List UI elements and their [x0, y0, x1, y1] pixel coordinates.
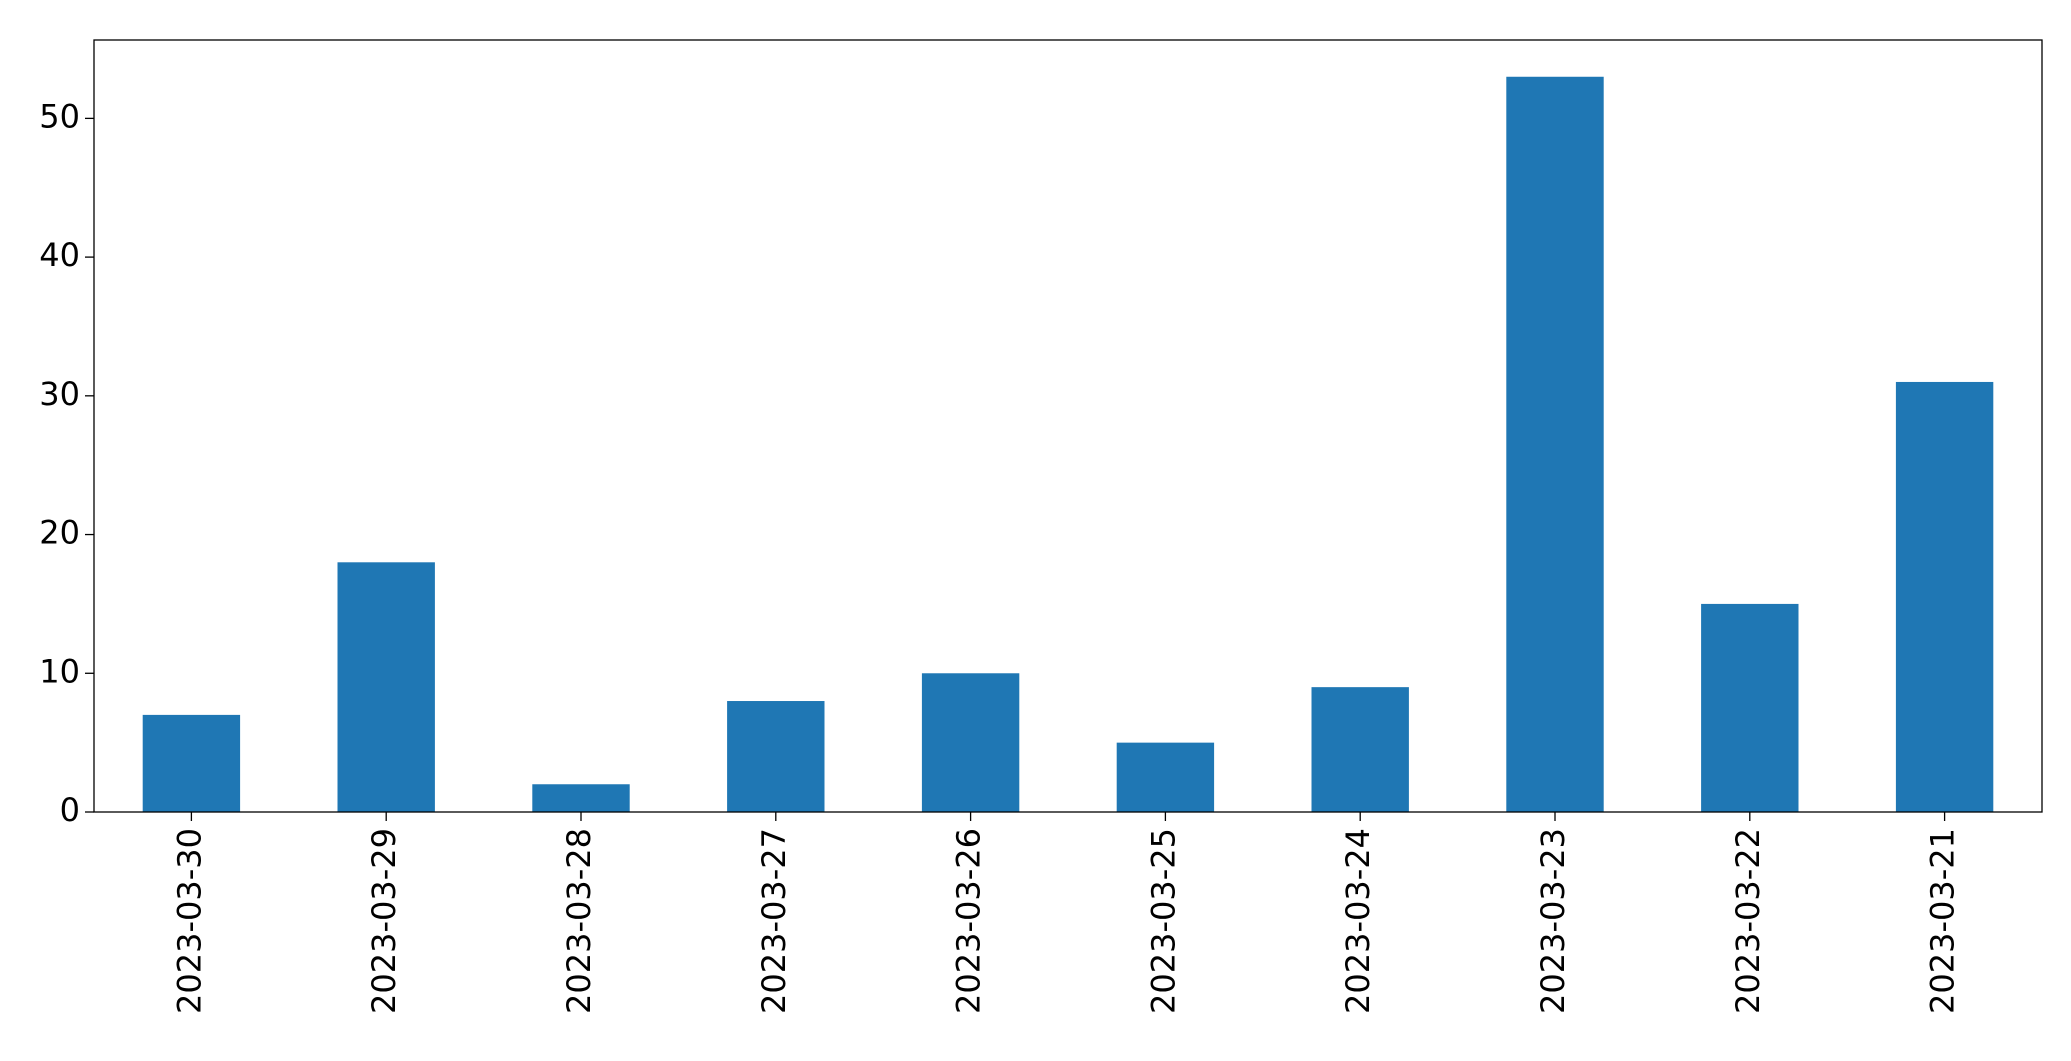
bar [727, 701, 825, 812]
bar [1701, 603, 1799, 812]
x-tick-label: 2023-03-27 [755, 828, 793, 1014]
x-tick-label: 2023-03-23 [1534, 828, 1572, 1014]
bar [337, 562, 435, 812]
x-tick-label: 2023-03-28 [560, 828, 598, 1014]
bar [1506, 76, 1604, 812]
bar [1116, 742, 1215, 812]
x-tick-label: 2023-03-24 [1339, 828, 1377, 1014]
bar [921, 673, 1020, 812]
x-tick-label: 2023-03-30 [170, 828, 208, 1014]
plot-frame [93, 39, 2043, 813]
bar [142, 714, 241, 812]
bar [1895, 381, 1994, 812]
y-tick-label: 30 [39, 375, 80, 413]
x-tick-label: 2023-03-26 [950, 828, 988, 1014]
y-tick-label: 20 [39, 514, 80, 552]
y-tick-label: 0 [60, 791, 80, 829]
bar [1311, 687, 1409, 812]
x-tick-label: 2023-03-22 [1729, 828, 1767, 1014]
x-tick-label: 2023-03-21 [1924, 828, 1962, 1014]
x-tick-label: 2023-03-29 [365, 828, 403, 1014]
y-tick-label: 10 [39, 652, 80, 690]
y-tick-label: 50 [39, 97, 80, 135]
bar [532, 784, 630, 812]
x-tick-label: 2023-03-25 [1144, 828, 1182, 1014]
y-tick-label: 40 [39, 236, 80, 274]
